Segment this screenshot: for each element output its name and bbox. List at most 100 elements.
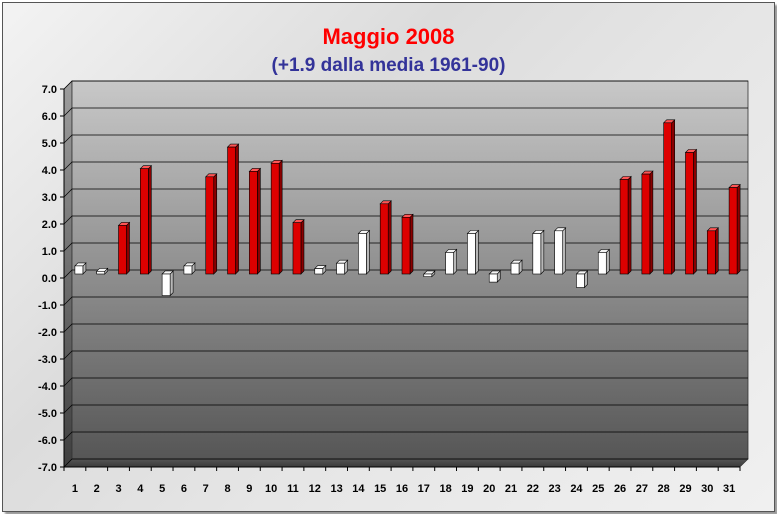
x-tick-label: 3: [115, 483, 121, 495]
bar-side: [235, 143, 239, 275]
bar: [423, 270, 436, 278]
bar: [444, 248, 458, 275]
x-tick-label: 17: [418, 483, 430, 495]
bar: [314, 264, 327, 275]
bar-front: [532, 233, 542, 275]
bar: [161, 270, 174, 297]
bar: [270, 159, 283, 275]
x-tick-label: 20: [483, 483, 495, 495]
chart-subtitle: (+1.9 dalla media 1961-90): [271, 55, 506, 76]
bar-front: [379, 203, 389, 275]
bar: [532, 229, 545, 275]
bar: [74, 262, 87, 275]
bar: [292, 218, 305, 275]
y-tick-label: 7.0: [42, 84, 57, 96]
x-tick-label: 30: [701, 483, 713, 495]
bar-front: [292, 222, 302, 275]
bar-front: [423, 273, 433, 277]
bar: [401, 213, 414, 275]
bar-side: [366, 229, 370, 275]
y-tick-label: -1.0: [38, 300, 57, 312]
gridline-12: [63, 404, 748, 414]
bar-front: [270, 163, 280, 275]
bar-front: [641, 173, 651, 275]
bar-front: [576, 273, 585, 288]
bar-front: [205, 176, 215, 275]
bar-side: [409, 213, 414, 275]
x-tick-label: 26: [614, 483, 626, 495]
x-tick-label: 27: [636, 483, 648, 495]
x-tick-label: 29: [679, 483, 691, 495]
bar: [684, 148, 698, 275]
bar: [662, 119, 676, 275]
x-tick-label: 9: [246, 483, 252, 495]
gridline-10: [63, 350, 748, 360]
bar: [183, 262, 196, 275]
bar-front: [728, 187, 738, 275]
x-tick-label: 23: [549, 483, 561, 495]
bar: [248, 167, 262, 275]
bar-front: [510, 262, 520, 275]
y-tick-label: -7.0: [38, 462, 57, 474]
x-tick-label: 7: [203, 483, 209, 495]
bar-side: [540, 229, 545, 275]
x-tick-label: 13: [330, 483, 342, 495]
bar: [139, 164, 153, 275]
y-tick-label: -3.0: [38, 354, 57, 366]
bar-side: [387, 200, 392, 275]
bar: [488, 270, 501, 283]
bar-front: [96, 270, 106, 275]
gridlines: [63, 80, 748, 468]
y-tick-label: -6.0: [38, 435, 57, 447]
bar-front: [358, 233, 367, 275]
bar-side: [126, 221, 130, 275]
y-tick-label: 1.0: [42, 246, 57, 258]
bar-side: [736, 183, 741, 275]
y-tick-label: -4.0: [38, 381, 57, 393]
bar: [205, 173, 218, 275]
bar-side: [714, 227, 719, 275]
bar-side: [278, 159, 283, 275]
bar-side: [475, 229, 479, 275]
bar-side: [257, 167, 261, 275]
y-tick-label: 6.0: [42, 111, 57, 123]
bar-side: [671, 119, 675, 275]
x-tick-label: 25: [592, 483, 604, 495]
x-tick-label: 6: [181, 483, 187, 495]
x-tick-label: 15: [374, 483, 386, 495]
bar: [117, 221, 131, 275]
x-tick-label: 18: [439, 483, 451, 495]
x-tick-label: 21: [505, 483, 517, 495]
bar: [706, 227, 720, 275]
x-tick-label: 1: [72, 483, 78, 495]
bar-side: [562, 227, 566, 275]
bar-front: [336, 262, 345, 275]
bar-front: [597, 252, 607, 275]
bar-front: [685, 152, 694, 275]
x-tick-label: 31: [723, 483, 735, 495]
gridline-8: [63, 296, 748, 306]
bar: [575, 270, 589, 289]
gridline-3: [63, 161, 748, 171]
x-tick-label: 22: [527, 483, 539, 495]
bars: [74, 119, 741, 297]
bar-front: [619, 179, 629, 275]
bar-front: [401, 217, 411, 275]
gridline-11: [63, 377, 748, 387]
bar-front: [140, 168, 149, 275]
x-tick-label: 16: [396, 483, 408, 495]
bar-front: [706, 230, 716, 275]
bar: [95, 267, 109, 275]
bar-front: [74, 265, 84, 275]
bar-side: [213, 173, 218, 275]
bar-front: [488, 273, 498, 283]
y-tick-label: 3.0: [42, 192, 57, 204]
bar: [728, 183, 741, 275]
bar-front: [467, 233, 476, 275]
gridline-7: [63, 269, 748, 279]
y-tick-label: 0.0: [42, 273, 57, 285]
x-tick-label: 19: [461, 483, 473, 495]
x-tick-label: 2: [94, 483, 100, 495]
bar-front: [227, 146, 236, 275]
bar: [357, 229, 371, 275]
